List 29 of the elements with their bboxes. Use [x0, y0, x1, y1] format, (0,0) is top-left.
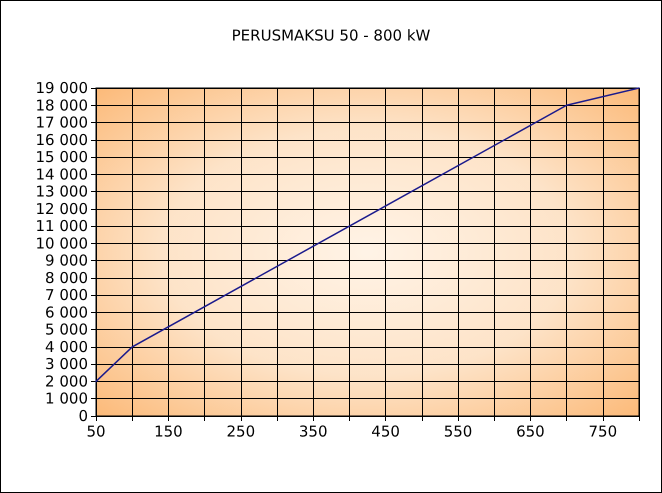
y-tick-label: 19 000 — [36, 79, 88, 97]
x-tick-label: 250 — [226, 422, 256, 440]
y-tick-label: 10 000 — [36, 234, 88, 252]
y-tick-label: 9 000 — [45, 252, 88, 270]
chart-title: PERUSMAKSU 50 - 800 kW — [232, 26, 431, 44]
y-tick-label: 18 000 — [36, 96, 88, 114]
x-tick-label: 650 — [516, 422, 545, 440]
x-tick-label: 450 — [371, 422, 400, 440]
y-tick-label: 5 000 — [45, 320, 88, 339]
y-tick-label: 14 000 — [36, 165, 88, 184]
y-tick-label: 3 000 — [45, 355, 88, 374]
x-tick-label: 750 — [588, 422, 618, 440]
x-tick-label: 350 — [298, 422, 328, 440]
x-tick-label: 550 — [444, 422, 472, 440]
x-tick-label: 50 — [86, 422, 106, 440]
y-tick-label: 4 000 — [45, 338, 88, 356]
y-tick-label: 11 000 — [36, 217, 88, 236]
y-tick-label: 6 000 — [45, 303, 88, 322]
y-tick-label: 8 000 — [45, 268, 88, 287]
y-tick-label: 0 — [78, 407, 88, 425]
y-tick-label: 12 000 — [36, 200, 88, 218]
y-tick-label: 13 000 — [36, 182, 88, 201]
y-tick-label: 7 000 — [45, 286, 88, 304]
y-tick-label: 17 000 — [36, 114, 88, 132]
y-tick-label: 1 000 — [45, 390, 88, 408]
y-tick-label: 15 000 — [36, 148, 88, 166]
y-tick-label: 2 000 — [45, 372, 88, 390]
y-tick-label: 16 000 — [36, 130, 88, 149]
x-tick-label: 150 — [154, 422, 183, 440]
